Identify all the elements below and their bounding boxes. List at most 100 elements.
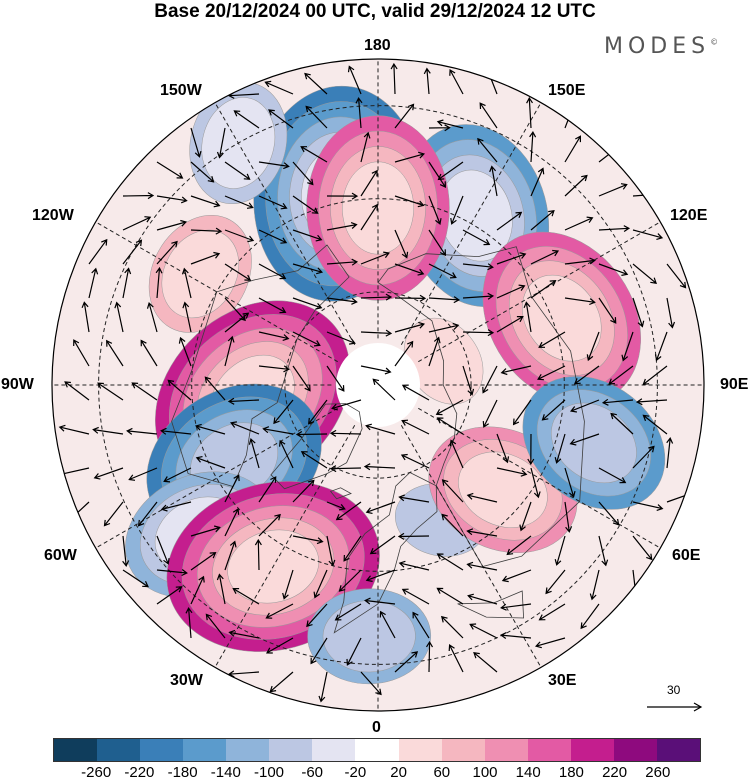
meridian (95, 221, 338, 363)
colorbar-tick-label: -140 (210, 764, 241, 781)
wind-arrow (401, 419, 430, 435)
wind-arrow (292, 365, 311, 392)
wind-arrow (482, 365, 498, 394)
colorbar-tick-label: 140 (515, 764, 541, 781)
wind-arrow (92, 426, 124, 435)
wind-arrow (608, 365, 634, 385)
wind-arrow (441, 479, 464, 503)
wind-arrow (449, 439, 464, 469)
wind-arrow (632, 535, 653, 561)
wind-arrow (554, 535, 566, 566)
wind-arrow (126, 427, 158, 435)
wind-arrow (564, 257, 596, 265)
reference-vector: 30 (643, 683, 707, 717)
lon-label-30w: 30W (170, 672, 203, 689)
wind-arrow (394, 294, 427, 302)
wind-arrow (258, 513, 281, 537)
wind-arrow (122, 216, 152, 231)
meridian (214, 102, 356, 345)
lon-label-90e: 90E (720, 376, 749, 393)
map-border (51, 58, 705, 712)
wind-arrow (360, 169, 378, 197)
meridian (214, 425, 356, 668)
wind-arrow (156, 240, 178, 265)
wind-arrow (428, 263, 457, 279)
wind-arrow (329, 429, 362, 437)
wind-arrow (428, 336, 441, 367)
colorbar-tick-label: -180 (167, 764, 198, 781)
colorbar-segment (183, 739, 227, 761)
wind-arrow (335, 501, 362, 521)
lon-label-60w: 60W (44, 547, 77, 564)
wind-arrow (569, 433, 600, 446)
wind-arrow (190, 525, 221, 537)
wind-arrow (449, 68, 464, 95)
wind-arrow (610, 412, 634, 435)
wind-arrow (163, 467, 192, 483)
coastline (333, 472, 438, 634)
colorbar-segment (441, 739, 485, 761)
colorbar-tick-label: 100 (472, 764, 498, 781)
wind-arrow (666, 297, 676, 329)
wind-arrow (473, 651, 498, 673)
wind-arrow (462, 263, 494, 271)
wind-arrow (258, 297, 287, 314)
wind-arrow (564, 174, 588, 197)
reference-vector-label: 30 (667, 683, 681, 697)
wind-arrow (140, 339, 158, 367)
meridian (95, 407, 338, 549)
wind-arrow (190, 161, 215, 183)
wind-arrow (428, 195, 442, 225)
wind-arrow (156, 219, 188, 231)
wind-arrow (224, 263, 252, 281)
wind-arrow (365, 501, 396, 514)
anomaly-contour (458, 451, 548, 528)
wind-arrow (190, 127, 202, 158)
wind-arrow (360, 251, 390, 265)
colorbar-segment (398, 739, 442, 761)
colorbar-tick-label: -60 (301, 764, 324, 781)
wind-arrow (598, 297, 617, 324)
wind-arrow (146, 301, 158, 333)
lon-label-30e: 30E (548, 672, 577, 689)
wind-arrow (435, 399, 464, 416)
wind-arrow (545, 569, 566, 595)
wind-arrow (365, 423, 396, 435)
anomaly-siberian-high (482, 231, 641, 405)
wind-arrow (642, 365, 668, 386)
colorbar-tick-label: 20 (390, 764, 407, 781)
colorbar-labels: -260 -220 -180 -140 -100 -60 -20 20 60 100 140 180 2… (0, 764, 750, 783)
wind-arrow (598, 225, 631, 232)
colorbar-segment (312, 739, 356, 761)
wind-arrow (88, 267, 99, 299)
wind-arrow (466, 528, 498, 537)
wind-arrow (506, 535, 532, 556)
wind-arrow (428, 161, 447, 189)
wind-arrow (428, 296, 461, 304)
wind-arrow (654, 331, 668, 362)
wind-arrow (224, 312, 250, 333)
wind-arrow (401, 588, 430, 605)
wind-arrow (412, 611, 430, 639)
wind-arrow (436, 417, 464, 435)
wind-arrow (258, 161, 290, 170)
wind-arrow (81, 301, 90, 333)
wind-arrow (224, 229, 255, 243)
polar-neutral-area (336, 343, 420, 427)
coastline (329, 487, 352, 500)
reference-arrow-icon (647, 702, 703, 712)
wind-arrow (224, 474, 240, 503)
wind-arrow (423, 67, 431, 95)
wind-arrow (394, 340, 414, 367)
colorbar-tick-label: -260 (81, 764, 112, 781)
wind-arrow (156, 195, 188, 204)
brand-name: MODES (604, 34, 711, 59)
wind-arrow (529, 130, 537, 163)
wind-arrow (338, 569, 362, 592)
wind-arrow (621, 331, 634, 362)
wind-arrow (394, 263, 425, 276)
wind-arrow (469, 623, 498, 639)
wind-arrow (537, 365, 566, 381)
wind-arrow (88, 238, 108, 265)
